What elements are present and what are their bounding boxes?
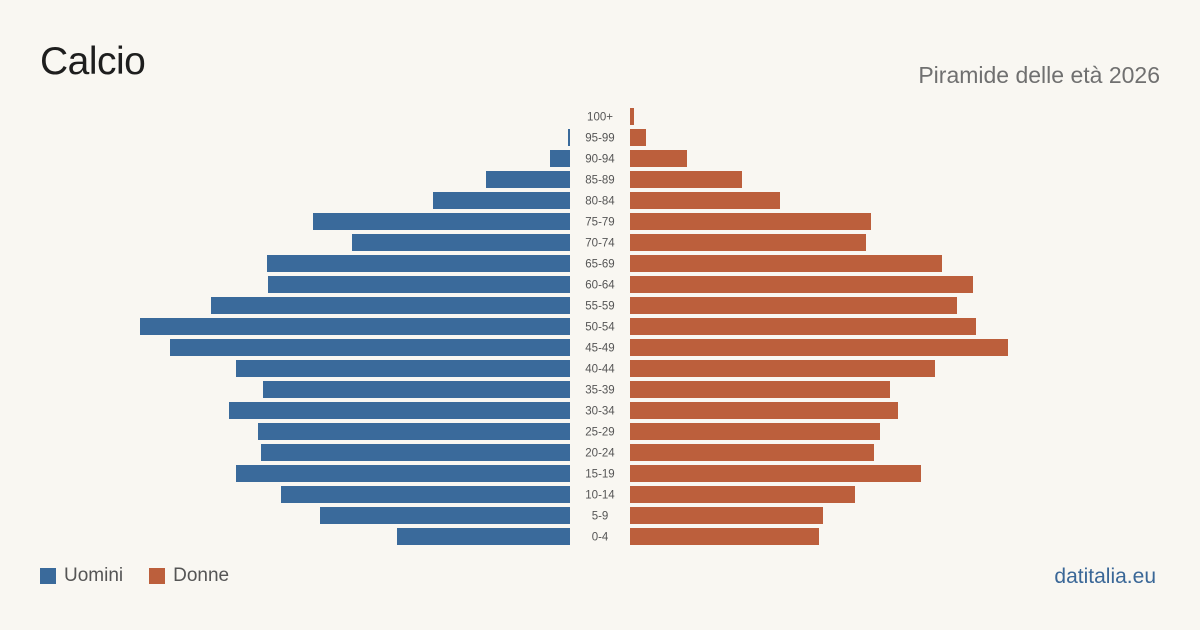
women-bars: [630, 108, 1008, 545]
chart-subtitle: Piramide delle età 2026: [918, 62, 1160, 88]
bar-men-45-49: [170, 339, 570, 356]
legend-label-women: Donne: [173, 565, 230, 586]
bar-men-30-34: [229, 402, 570, 419]
legend-swatch-women: [149, 568, 166, 584]
age-label-55-59: 55-59: [585, 301, 614, 313]
brand-link[interactable]: datitalia.eu: [1054, 565, 1156, 588]
bar-men-90-94: [550, 150, 570, 167]
bar-women-40-44: [630, 360, 935, 377]
age-label-20-24: 20-24: [585, 448, 615, 460]
age-label-35-39: 35-39: [585, 385, 614, 397]
bar-men-70-74: [352, 234, 570, 251]
age-label-50-54: 50-54: [585, 322, 615, 334]
legend-item-men: Uomini: [40, 565, 123, 587]
age-label-60-64: 60-64: [585, 280, 615, 292]
bar-women-95-99: [630, 129, 646, 146]
age-label-95-99: 95-99: [585, 133, 614, 145]
bar-men-40-44: [236, 360, 570, 377]
age-label-0-4: 0-4: [592, 532, 609, 544]
age-label-40-44: 40-44: [585, 364, 615, 376]
age-label-75-79: 75-79: [585, 217, 614, 229]
bar-women-50-54: [630, 318, 976, 335]
age-label-5-9: 5-9: [592, 511, 609, 523]
age-label-90-94: 90-94: [585, 154, 615, 166]
bar-men-80-84: [433, 192, 570, 209]
age-labels: 100+ 95-99 90-94 85-89 80-84 75-79 70-74 65-69 6…: [585, 112, 615, 544]
bar-women-20-24: [630, 444, 874, 461]
age-label-45-49: 45-49: [585, 343, 614, 355]
bar-men-25-29: [258, 423, 570, 440]
bar-men-15-19: [236, 465, 570, 482]
bar-women-35-39: [630, 381, 890, 398]
bar-women-25-29: [630, 423, 880, 440]
bar-women-10-14: [630, 486, 855, 503]
bar-women-0-4: [630, 528, 819, 545]
bar-men-55-59: [211, 297, 570, 314]
legend-label-men: Uomini: [64, 565, 124, 586]
men-bars: [140, 129, 570, 545]
legend-item-women: Donne: [149, 565, 229, 587]
age-label-15-19: 15-19: [585, 469, 614, 481]
bar-men-35-39: [263, 381, 570, 398]
bar-men-50-54: [140, 318, 570, 335]
chart-title: Calcio: [40, 40, 146, 83]
age-label-65-69: 65-69: [585, 259, 614, 271]
bar-women-15-19: [630, 465, 921, 482]
bar-women-45-49: [630, 339, 1008, 356]
bar-men-0-4: [397, 528, 570, 545]
age-label-30-34: 30-34: [585, 406, 615, 418]
age-label-80-84: 80-84: [585, 196, 615, 208]
bar-women-30-34: [630, 402, 898, 419]
bar-women-55-59: [630, 297, 957, 314]
bar-women-65-69: [630, 255, 942, 272]
bar-women-5-9: [630, 507, 823, 524]
bar-men-60-64: [268, 276, 570, 293]
age-label-70-74: 70-74: [585, 238, 615, 250]
bar-women-60-64: [630, 276, 973, 293]
bar-women-90-94: [630, 150, 687, 167]
bar-men-95-99: [568, 129, 570, 146]
bar-men-5-9: [320, 507, 570, 524]
bar-men-20-24: [261, 444, 570, 461]
bar-women-85-89: [630, 171, 742, 188]
age-label-25-29: 25-29: [585, 427, 614, 439]
bar-women-100+: [630, 108, 634, 125]
bar-men-85-89: [486, 171, 570, 188]
age-label-10-14: 10-14: [585, 490, 615, 502]
bar-men-10-14: [281, 486, 570, 503]
age-label-85-89: 85-89: [585, 175, 614, 187]
legend: Uomini Donne: [40, 565, 255, 587]
bar-women-80-84: [630, 192, 780, 209]
legend-swatch-men: [40, 568, 56, 584]
bar-women-70-74: [630, 234, 866, 251]
age-label-100+: 100+: [587, 112, 613, 124]
bar-men-65-69: [267, 255, 570, 272]
bar-men-75-79: [313, 213, 570, 230]
bar-women-75-79: [630, 213, 871, 230]
